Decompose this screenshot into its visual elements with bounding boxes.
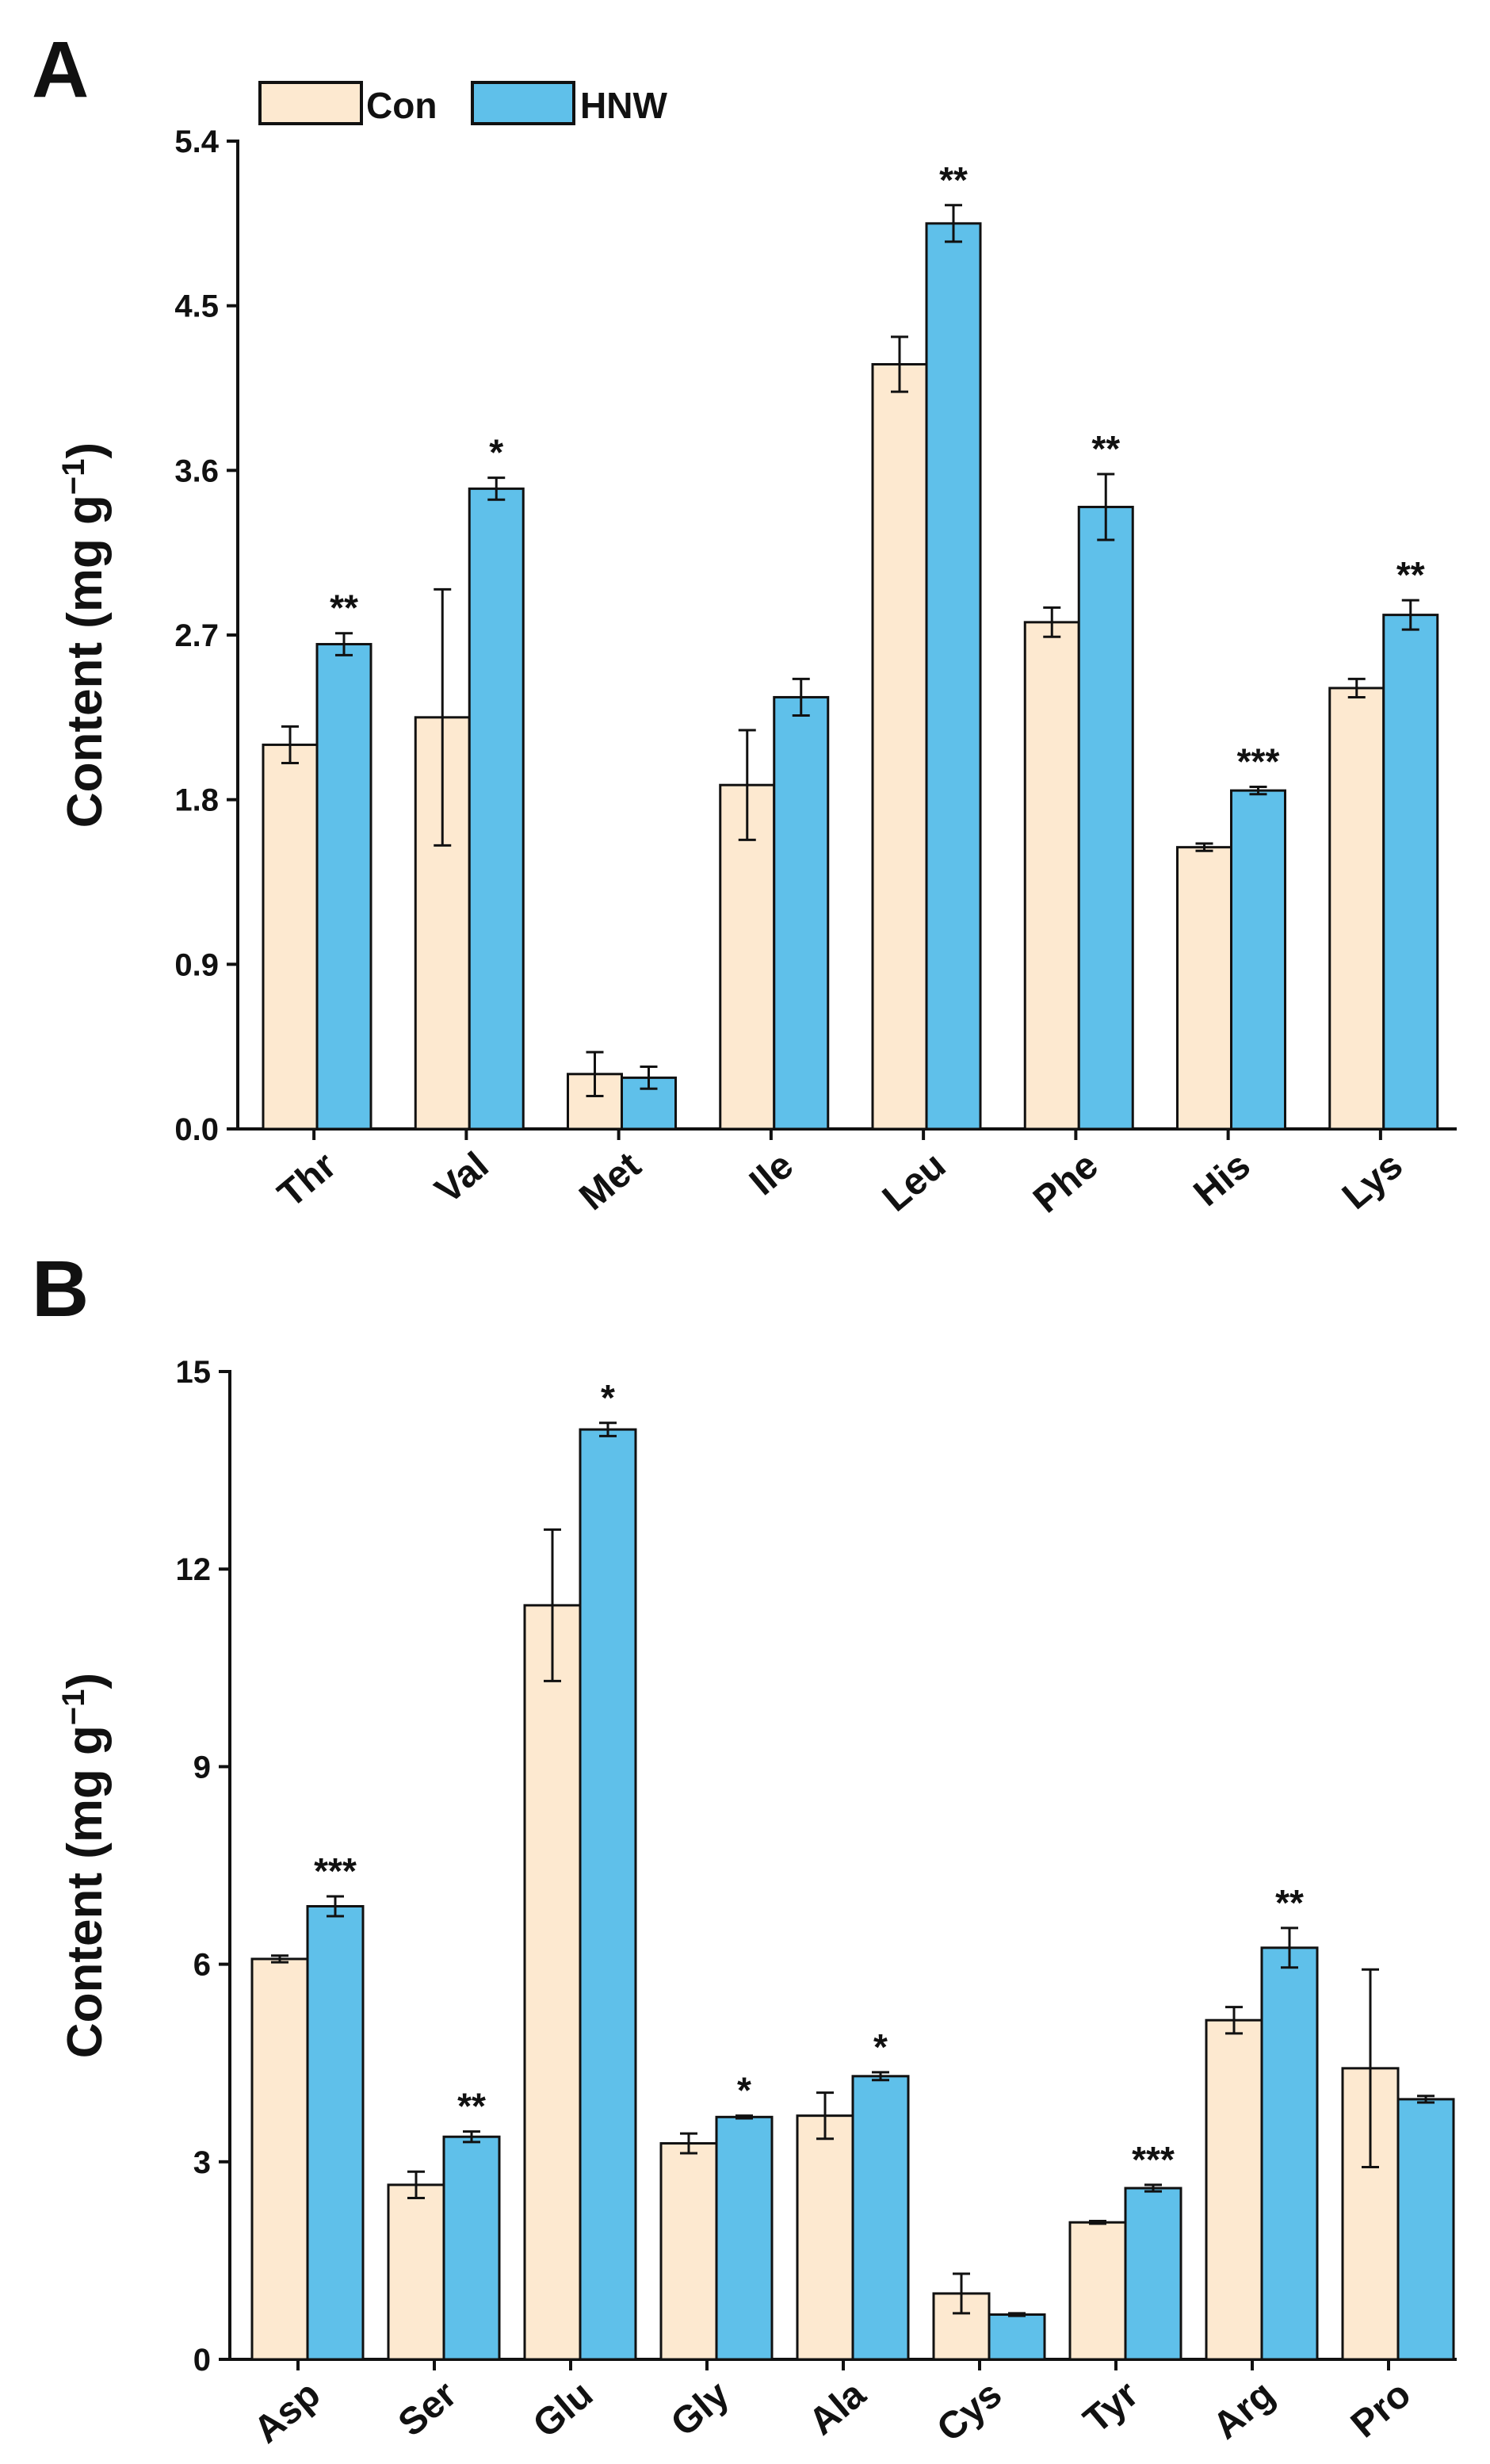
significance-marker: ** [1396,554,1425,595]
y-tick-label: 2.7 [174,618,219,653]
significance-marker: ** [939,159,968,201]
bar-con-arg [1205,2018,1263,2361]
bar-hnw-lys [1382,614,1439,1131]
bar-hnw-pro [1396,2098,1455,2361]
bar-hnw-asp [306,1905,365,2361]
bar-con-glu [523,1604,582,2361]
bar-hnw-leu [925,222,982,1131]
bar-con-tyr [1068,2221,1127,2361]
x-category-label: Glu [525,2373,601,2446]
y-tick-label: 1.8 [174,783,219,818]
bar-con-ala [796,2114,854,2361]
x-category-label: Asp [246,2373,329,2451]
y-tick-label: 6 [193,1948,211,1983]
y-tick-label: 15 [176,1355,212,1390]
x-category-label: Gly [663,2373,738,2445]
x-category-label: Ala [801,2373,874,2443]
x-category-label: Leu [875,1144,953,1219]
bar-hnw-ala [851,2075,910,2361]
bar-con-thr [262,743,319,1131]
legend-label-hnw: HNW [580,85,667,126]
bar-hnw-gly [715,2115,774,2361]
x-category-label: Ile [742,1144,801,1203]
significance-marker: ** [330,587,358,629]
y-tick-label: 0.9 [174,947,219,982]
bar-con-lys [1328,687,1385,1131]
x-category-label: His [1186,1144,1259,1215]
x-category-label: Arg [1205,2373,1282,2447]
bar-con-gly [659,2142,718,2361]
y-tick-label: 5.4 [174,124,219,159]
significance-marker: ** [457,2086,486,2127]
legend-swatch-con [258,81,363,125]
significance-marker: * [737,2070,751,2111]
x-category-label: Lys [1335,1144,1411,1218]
significance-marker: * [873,2026,888,2068]
bar-hnw-ser [442,2135,501,2361]
bar-hnw-phe [1077,505,1134,1131]
y-tick-label: 3 [193,2145,211,2180]
significance-marker: ** [1091,428,1120,469]
y-axis-title: Content (mg g−1) [56,1673,113,2058]
y-tick-label: 0 [193,2343,211,2378]
x-category-label: Ser [391,2373,464,2444]
legend-label-con: Con [366,85,437,126]
bar-hnw-glu [579,1428,637,2361]
bar-hnw-cys [988,2313,1046,2361]
bar-hnw-tyr [1124,2187,1182,2361]
x-category-label: Cys [930,2373,1011,2450]
bar-con-asp [250,1957,309,2361]
y-tick-label: 4.5 [174,289,219,324]
x-category-label: Thr [270,1144,344,1215]
bar-con-his [1176,846,1232,1131]
bar-hnw-ile [773,695,830,1131]
x-category-label: Val [427,1144,496,1211]
bar-hnw-arg [1260,1946,1319,2361]
significance-marker: * [601,1377,615,1418]
bar-hnw-val [468,487,525,1131]
y-tick-label: 9 [193,1750,211,1785]
y-tick-label: 12 [176,1552,212,1587]
significance-marker: *** [1237,741,1280,782]
bar-hnw-his [1230,789,1286,1131]
panel-letter: B [32,1245,89,1333]
significance-marker: * [489,432,503,473]
panel-letter: A [32,25,89,114]
bar-con-phe [1023,621,1080,1131]
bar-hnw-thr [315,643,372,1131]
bar-con-leu [871,363,928,1131]
significance-marker: *** [1132,2139,1175,2180]
x-category-label: Met [571,1144,648,1219]
legend-swatch-hnw [471,81,575,125]
bar-con-ser [387,2183,445,2361]
y-tick-label: 3.6 [174,453,219,488]
x-category-label: Phe [1026,1144,1106,1221]
significance-marker: ** [1275,1882,1304,1923]
x-category-label: Pro [1343,2373,1419,2446]
y-tick-label: 0.0 [174,1112,219,1147]
legend: Con HNW [258,81,667,126]
x-category-label: Tyr [1076,2373,1147,2441]
y-axis-title: Content (mg g−1) [56,442,113,828]
significance-marker: *** [314,1850,357,1892]
